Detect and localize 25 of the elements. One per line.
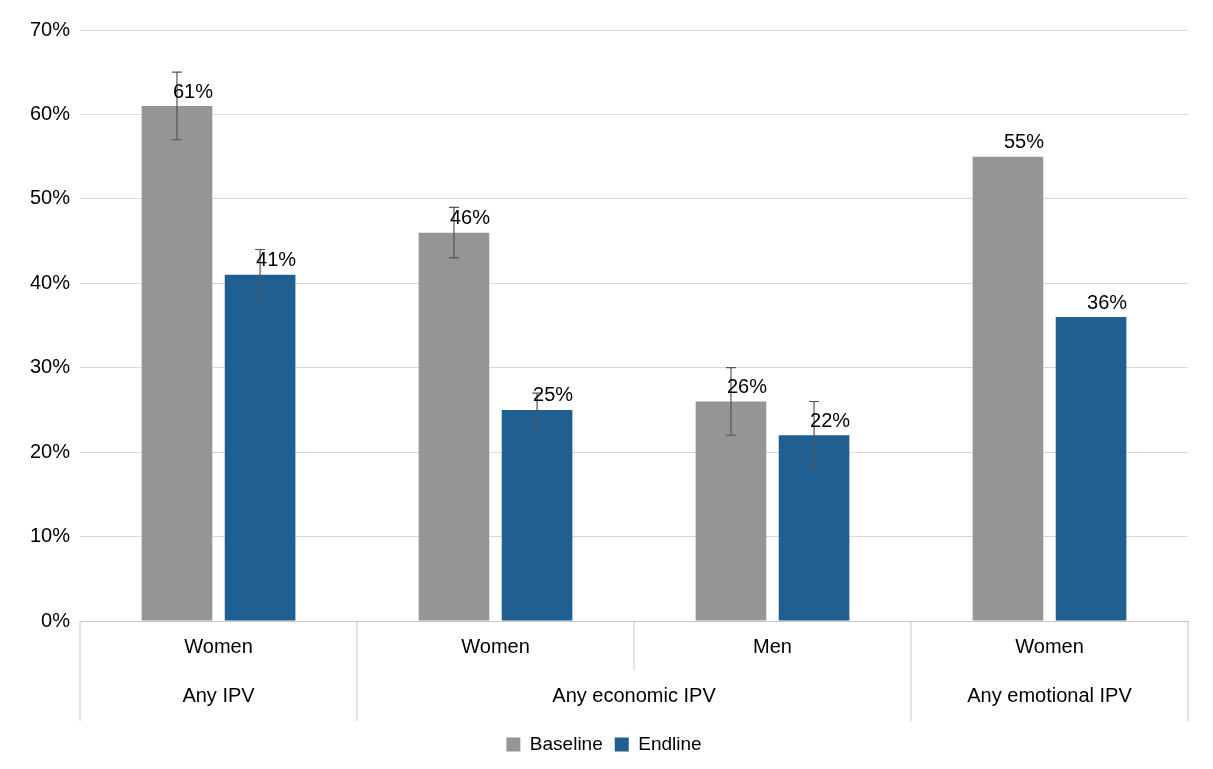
legend-label: Baseline xyxy=(529,732,603,754)
data-label: 22% xyxy=(810,408,851,431)
y-tick-label: 60% xyxy=(30,101,71,124)
legend-label: Endline xyxy=(638,732,702,754)
x-tick-label: Women xyxy=(1015,634,1084,657)
data-label: 36% xyxy=(1087,290,1128,313)
x-tick-label: Men xyxy=(753,634,792,657)
y-tick-label: 10% xyxy=(30,524,71,547)
y-tick-label: 40% xyxy=(30,270,71,293)
y-tick-label: 70% xyxy=(30,17,71,40)
data-label: 46% xyxy=(449,206,491,229)
x-tick-label: Women xyxy=(184,634,253,657)
y-tick-label: 50% xyxy=(30,186,71,209)
y-tick-label: 30% xyxy=(30,355,71,378)
text: Any economic IPV xyxy=(552,683,717,706)
y-tick-label: 0% xyxy=(41,608,71,631)
x-tick-label: Women xyxy=(461,634,530,657)
text: Any emotional IPV xyxy=(967,683,1133,706)
y-tick-label: 20% xyxy=(30,439,71,462)
data-label: 41% xyxy=(256,248,297,271)
data-label: 55% xyxy=(1003,130,1045,153)
data-label: 26% xyxy=(726,375,768,397)
data-label: 25% xyxy=(533,383,574,406)
data-label: 61% xyxy=(172,79,214,102)
text: Any IPV xyxy=(182,683,256,706)
